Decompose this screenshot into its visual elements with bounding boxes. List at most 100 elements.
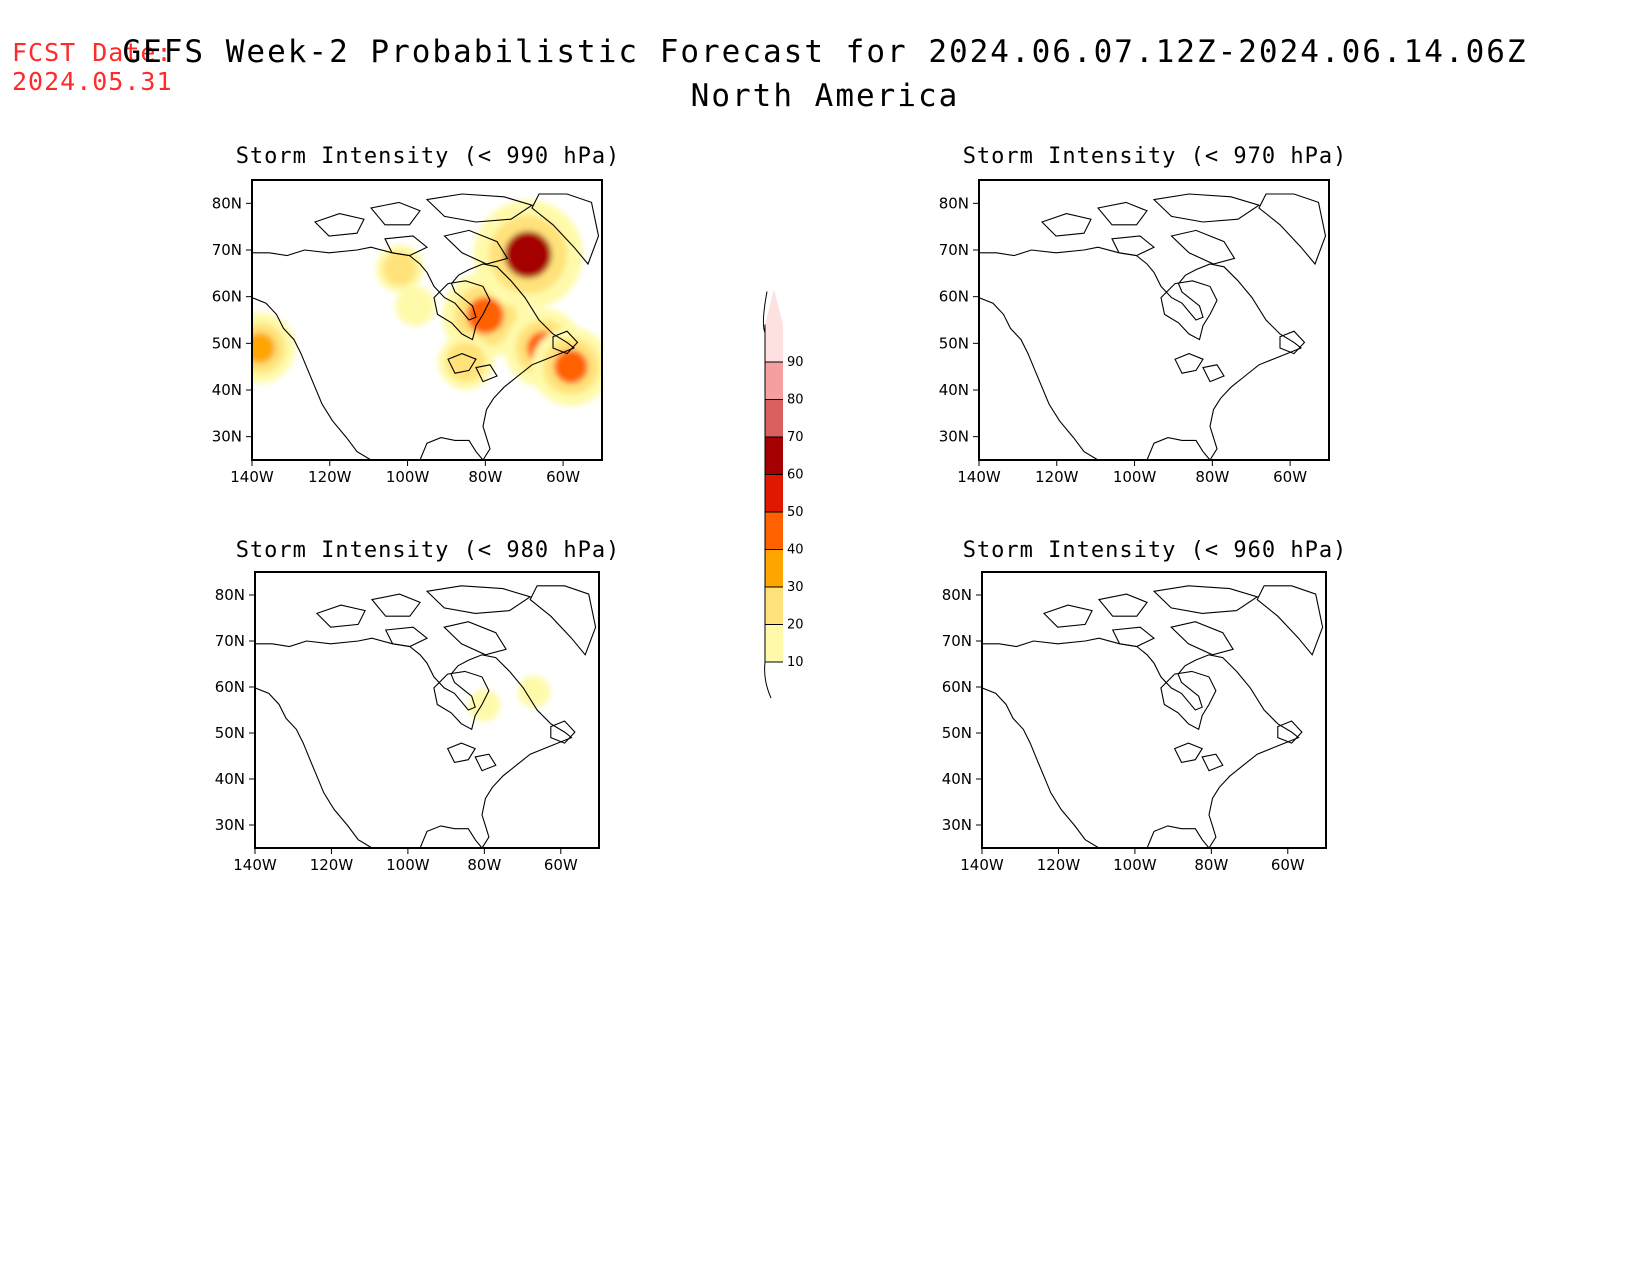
lat-label: 50N (212, 334, 242, 352)
coastline (1174, 353, 1204, 374)
colorbar-label: 60 (787, 468, 804, 483)
panel-title-990: Storm Intensity (< 990 hPa) (235, 144, 621, 169)
panel-title-960: Storm Intensity (< 960 hPa) (962, 538, 1348, 563)
lon-label: 140W (233, 856, 277, 874)
colorbar-top-arrow (765, 289, 783, 325)
lon-label: 60W (546, 468, 580, 486)
colorbar-label: 40 (787, 543, 804, 558)
coastline (255, 687, 373, 848)
lat-label: 40N (939, 381, 969, 399)
coastline (1160, 280, 1218, 341)
coastline (1152, 193, 1261, 223)
lat-label: 60N (942, 678, 972, 696)
colorbar-segment (765, 362, 783, 400)
page-subtitle: North America (690, 78, 960, 114)
coastline (1040, 213, 1092, 237)
coastline (255, 637, 573, 848)
lon-label: 60W (1273, 468, 1307, 486)
coastline (446, 742, 477, 764)
colorbar-segment (765, 437, 783, 475)
prob-area-outer (517, 675, 551, 708)
lon-label: 80W (1195, 468, 1229, 486)
prob-area-mid (446, 342, 486, 382)
coastline (425, 193, 534, 223)
map-frame (981, 571, 1327, 849)
coastline (531, 193, 600, 266)
lon-label: 60W (544, 856, 578, 874)
coastlines (252, 193, 600, 460)
lat-label: 30N (942, 816, 972, 834)
colorbar-segment (765, 512, 783, 550)
coastline (982, 687, 1100, 848)
coastline (1202, 364, 1225, 383)
coastline (1170, 621, 1234, 656)
coastline (315, 604, 366, 628)
panel-title-980: Storm Intensity (< 980 hPa) (235, 538, 621, 563)
lon-label: 120W (310, 856, 354, 874)
forecast-date: FCST Date: 2024.05.31 (12, 38, 173, 96)
lat-label: 60N (215, 678, 245, 696)
colorbar-label: 30 (787, 580, 804, 595)
coastline (1277, 720, 1303, 744)
coastline (252, 297, 372, 460)
colorbar-label: 10 (787, 655, 804, 670)
coastline (1042, 604, 1093, 628)
map-frame (251, 179, 603, 461)
lon-label: 140W (957, 468, 1001, 486)
lat-label: 30N (212, 428, 242, 446)
colorbar-segment (765, 399, 783, 437)
coastline (475, 364, 498, 383)
coastlines (982, 585, 1324, 848)
coastline (443, 621, 507, 656)
lon-label: 60W (1271, 856, 1305, 874)
coastline (1258, 193, 1327, 266)
coastline (447, 353, 477, 374)
lat-label: 70N (939, 241, 969, 259)
map-frame (978, 179, 1330, 461)
lon-label: 100W (386, 468, 430, 486)
page-title: GEFS Week-2 Probabilistic Forecast for 2… (122, 34, 1528, 70)
lat-label: 70N (212, 241, 242, 259)
coastline (529, 585, 597, 656)
lat-label: 30N (215, 816, 245, 834)
coastline (1160, 670, 1217, 731)
lat-label: 80N (215, 586, 245, 604)
lat-label: 40N (212, 381, 242, 399)
coastline (982, 637, 1300, 848)
lon-label: 80W (1194, 856, 1228, 874)
coastline (1097, 593, 1148, 617)
forecast-date-label: FCST Date: (12, 38, 173, 67)
lon-label: 120W (308, 468, 352, 486)
coastline (384, 626, 429, 648)
coastline (1096, 201, 1148, 226)
coastline (425, 585, 532, 614)
probability-field (468, 675, 551, 722)
coastline (1170, 229, 1236, 265)
lat-label: 70N (215, 632, 245, 650)
coastline (443, 229, 509, 265)
colorbar-label: 20 (787, 618, 804, 633)
prob-area-outer (468, 689, 501, 722)
coastline (550, 720, 576, 744)
lat-label: 40N (215, 770, 245, 788)
prob-area-outer (395, 286, 436, 326)
lon-label: 120W (1037, 856, 1081, 874)
coastline (1111, 626, 1156, 648)
coastline (979, 246, 1303, 460)
prob-area-mid (382, 251, 417, 286)
lon-label: 140W (960, 856, 1004, 874)
coastline (552, 330, 579, 355)
lat-label: 80N (212, 194, 242, 212)
colorbar-segment (765, 324, 783, 362)
coastline (979, 297, 1099, 460)
prob-area-core (554, 349, 588, 384)
panel-title-970: Storm Intensity (< 970 hPa) (962, 144, 1348, 169)
lat-label: 60N (212, 288, 242, 306)
lat-label: 30N (939, 428, 969, 446)
coastline (313, 213, 365, 237)
prob-area-core (252, 332, 275, 364)
map-panel-p990: 30N 40N 50N 60N 70N 80N 140W 120W 100W 80W 60W (212, 179, 603, 486)
colorbar-label: 90 (787, 355, 804, 370)
lat-label: 80N (939, 194, 969, 212)
lon-label: 120W (1035, 468, 1079, 486)
